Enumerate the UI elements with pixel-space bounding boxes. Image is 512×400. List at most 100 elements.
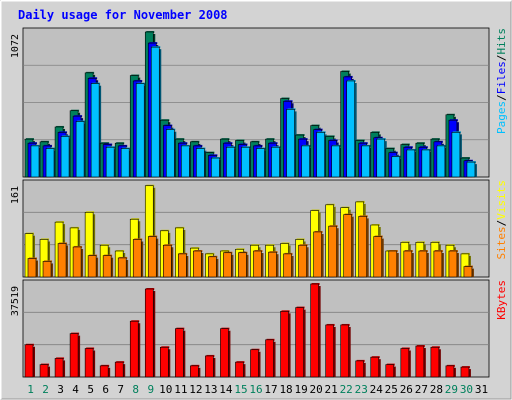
- bar-sites-day-5: [87, 254, 99, 278]
- legend-entry-files: Files: [495, 61, 508, 94]
- bar-sites-day-8: [132, 238, 144, 278]
- legend-entry-sites: Sites: [495, 226, 508, 259]
- x-tick-label: 14: [219, 383, 233, 396]
- bar-pages-day-3: [60, 135, 72, 178]
- bar-kbytes-day-6: [99, 364, 111, 378]
- x-tick-label: 20: [310, 383, 323, 396]
- bar-kbytes-day-14: [220, 327, 231, 378]
- x-tick-label: 4: [72, 383, 79, 396]
- x-tick-label: 7: [117, 383, 124, 396]
- bar-pages-day-8: [135, 82, 147, 178]
- legend-separator: /: [495, 55, 508, 62]
- legend-entry-kbytes: KBytes: [495, 280, 508, 320]
- x-tick-label: 28: [430, 383, 443, 396]
- bar-sites-day-7: [117, 256, 129, 278]
- x-tick-label: 16: [249, 383, 262, 396]
- legend-separator: /: [495, 220, 508, 227]
- legend-entry-visits: Visits: [495, 180, 508, 220]
- bar-kbytes-day-23: [355, 359, 366, 378]
- bar-pages-day-6: [105, 146, 117, 178]
- chart-title: Daily usage for November 2008: [18, 8, 228, 22]
- legend: Sites/Visits: [495, 180, 508, 260]
- legend-entry-pages: Pages: [495, 101, 508, 134]
- bar-sites-day-20: [313, 230, 324, 278]
- bar-kbytes-day-10: [159, 346, 171, 378]
- bar-kbytes-day-15: [235, 361, 246, 378]
- x-tick-label: 13: [204, 383, 217, 396]
- bar-pages-day-28: [436, 144, 447, 178]
- panel-2: 161 Sites/Visits: [10, 179, 508, 278]
- x-tick-label: 30: [460, 383, 473, 396]
- bar-sites-day-2: [42, 260, 54, 278]
- bar-pages-day-17: [271, 146, 282, 178]
- x-tick-label: 25: [385, 383, 398, 396]
- x-tick-label: 15: [234, 383, 247, 396]
- bar-kbytes-day-1: [24, 343, 35, 378]
- y-max-label: 161: [10, 186, 21, 204]
- bars: [24, 184, 474, 278]
- bar-kbytes-day-13: [205, 354, 216, 378]
- y-max-label: 1072: [10, 34, 21, 58]
- bar-pages-day-21: [331, 144, 342, 178]
- bar-kbytes-day-12: [190, 364, 201, 378]
- bar-pages-day-24: [376, 138, 387, 178]
- bar-sites-day-17: [268, 251, 279, 278]
- bar-pages-day-27: [421, 148, 432, 178]
- bar-kbytes-day-22: [340, 323, 351, 378]
- bars: [24, 31, 477, 178]
- bar-kbytes-day-16: [250, 348, 261, 378]
- legend: KBytes: [495, 280, 508, 320]
- bar-pages-day-4: [75, 120, 87, 178]
- bar-sites-day-6: [102, 254, 114, 278]
- bar-pages-day-10: [165, 128, 177, 178]
- bar-kbytes-day-24: [370, 356, 381, 378]
- bar-sites-day-30: [463, 265, 474, 278]
- bar-kbytes-day-3: [54, 357, 66, 378]
- x-tick-label: 3: [57, 383, 64, 396]
- bar-kbytes-day-29: [445, 364, 456, 378]
- x-tick-label: 31: [475, 383, 488, 396]
- bar-sites-day-16: [253, 250, 264, 278]
- legend-separator: /: [495, 94, 508, 101]
- bar-sites-day-13: [208, 255, 219, 278]
- bar-kbytes-day-8: [129, 320, 141, 378]
- x-tick-label: 21: [325, 383, 338, 396]
- bar-kbytes-day-26: [400, 347, 411, 378]
- x-tick-label: 26: [400, 383, 413, 396]
- bar-kbytes-day-7: [114, 361, 126, 378]
- bar-sites-day-19: [298, 244, 309, 278]
- bar-kbytes-day-9: [144, 288, 156, 378]
- x-tick-label: 12: [189, 383, 202, 396]
- bar-sites-day-12: [193, 250, 204, 278]
- x-tick-label: 2: [42, 383, 49, 396]
- bar-pages-day-25: [391, 155, 402, 178]
- x-tick-label: 5: [87, 383, 94, 396]
- x-tick-label: 17: [264, 383, 277, 396]
- bar-sites-day-4: [72, 245, 84, 278]
- bar-kbytes-day-2: [39, 363, 51, 378]
- bar-kbytes-day-21: [325, 323, 336, 378]
- x-tick-label: 18: [279, 383, 292, 396]
- bar-pages-day-23: [361, 144, 372, 178]
- x-tick-label: 23: [355, 383, 368, 396]
- bar-pages-day-19: [301, 144, 312, 178]
- bar-sites-day-11: [178, 252, 189, 278]
- x-tick-label: 8: [132, 383, 139, 396]
- bar-pages-day-5: [90, 82, 102, 178]
- bar-kbytes-day-28: [430, 346, 441, 378]
- bar-kbytes-day-4: [69, 332, 81, 378]
- x-tick-label: 6: [102, 383, 109, 396]
- bar-pages-day-29: [451, 131, 462, 178]
- bar-pages-day-26: [406, 148, 417, 178]
- legend-entry-hits: Hits: [495, 28, 508, 55]
- bar-sites-day-15: [238, 251, 249, 278]
- x-tick-label: 29: [445, 383, 458, 396]
- bar-sites-day-25: [388, 250, 399, 278]
- x-tick-labels: 1 2 3 4 5 6 7 8 9 10 11 12 13 14 15 16 17 18 19 20 21 22 23 24 2…: [27, 383, 488, 396]
- bar-kbytes-day-30: [460, 366, 471, 378]
- x-tick-label: 1: [27, 383, 34, 396]
- bar-kbytes-day-5: [84, 347, 96, 378]
- bar-pages-day-18: [286, 108, 297, 178]
- bar-sites-day-3: [57, 242, 69, 278]
